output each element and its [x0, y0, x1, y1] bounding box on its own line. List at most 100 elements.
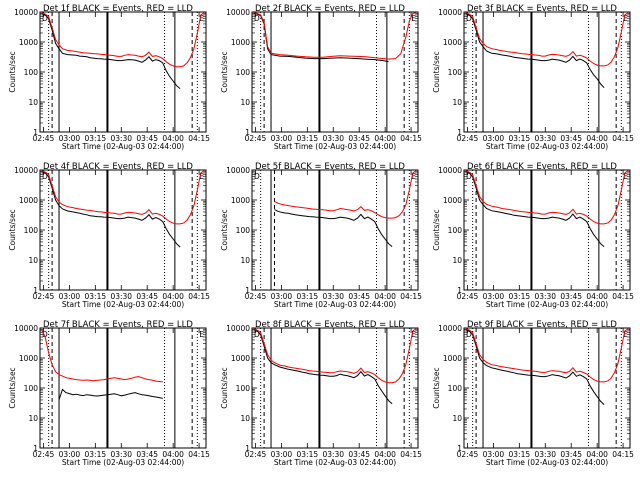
corner-label-right: E: [623, 172, 628, 181]
corner-label-right: E: [411, 172, 416, 181]
series-line-lld: [41, 12, 205, 68]
y-tick-label: 10000: [14, 324, 38, 333]
x-axis-label: Start Time (02-Aug-03 02:44:00): [274, 458, 396, 467]
x-tick-label: 04:00: [162, 292, 184, 301]
x-axis-label: Start Time (02-Aug-03 02:44:00): [62, 300, 184, 309]
plot-frame: [251, 11, 419, 133]
x-tick-label: 03:45: [136, 292, 158, 301]
x-tick-label: 03:45: [560, 450, 582, 459]
y-tick-label: 1000: [19, 196, 38, 205]
corner-label-right: E: [411, 14, 416, 23]
x-tick-label: 02:45: [245, 450, 267, 459]
x-tick-label: 03:00: [59, 134, 81, 143]
x-tick-label: 03:15: [297, 450, 319, 459]
y-tick-label: 1: [457, 286, 462, 295]
y-tick-label: 10: [240, 98, 250, 107]
corner-label-right: E: [623, 14, 628, 23]
y-axis-label: Counts/sec: [432, 209, 441, 250]
x-tick-label: 04:15: [612, 134, 634, 143]
y-axis-label: Counts/sec: [8, 51, 17, 92]
x-tick-label: 03:30: [110, 134, 132, 143]
y-tick-label: 10: [452, 98, 462, 107]
x-tick-label: 02:45: [457, 450, 479, 459]
x-tick-label: 03:15: [509, 292, 531, 301]
y-tick-label: 10000: [438, 8, 462, 17]
x-axis-label: Start Time (02-Aug-03 02:44:00): [486, 142, 608, 151]
y-tick-label: 10: [452, 256, 462, 265]
y-tick-label: 1: [457, 444, 462, 453]
chart-title: Det 2f BLACK = Events, RED = LLD: [255, 4, 405, 14]
x-tick-label: 02:45: [33, 134, 55, 143]
x-tick-label: 02:45: [457, 292, 479, 301]
x-tick-label: 03:15: [297, 292, 319, 301]
x-tick-label: 03:00: [59, 450, 81, 459]
corner-label-left: D: [254, 14, 260, 23]
chart-title: Det 6f BLACK = Events, RED = LLD: [467, 162, 617, 172]
corner-label-right: E: [411, 330, 416, 339]
corner-label-left: D: [42, 330, 48, 339]
corner-label-left: D: [254, 172, 260, 181]
x-tick-label: 02:45: [457, 134, 479, 143]
series-line-events: [41, 12, 181, 89]
y-tick-label: 100: [448, 384, 463, 393]
x-tick-label: 04:15: [400, 134, 422, 143]
x-axis-label: Start Time (02-Aug-03 02:44:00): [486, 458, 608, 467]
x-tick-label: 03:45: [348, 450, 370, 459]
y-axis-label: Counts/sec: [220, 209, 229, 250]
y-tick-label: 1: [33, 286, 38, 295]
y-tick-label: 1: [245, 128, 250, 137]
series-line-events: [465, 170, 605, 247]
chart-title: Det 1f BLACK = Events, RED = LLD: [43, 4, 193, 14]
x-tick-label: 02:45: [245, 292, 267, 301]
y-tick-label: 1000: [231, 354, 250, 363]
x-tick-label: 03:00: [483, 292, 505, 301]
y-tick-label: 100: [24, 68, 39, 77]
x-tick-label: 03:30: [322, 450, 344, 459]
x-tick-label: 03:45: [348, 134, 370, 143]
x-tick-label: 03:15: [85, 450, 107, 459]
chart-title: Det 4f BLACK = Events, RED = LLD: [43, 162, 193, 172]
plot-frame: [251, 169, 419, 291]
x-tick-label: 03:00: [59, 292, 81, 301]
plot-frame: [39, 169, 207, 291]
y-tick-label: 10000: [226, 324, 250, 333]
x-tick-label: 04:15: [400, 450, 422, 459]
x-tick-label: 03:15: [509, 134, 531, 143]
corner-label-left: D: [466, 330, 472, 339]
y-tick-label: 10000: [438, 324, 462, 333]
x-tick-label: 02:45: [33, 292, 55, 301]
y-tick-label: 100: [448, 68, 463, 77]
y-tick-label: 10: [240, 256, 250, 265]
x-tick-label: 04:15: [612, 292, 634, 301]
y-tick-label: 1000: [443, 354, 462, 363]
x-tick-label: 03:15: [509, 450, 531, 459]
x-tick-label: 04:15: [612, 450, 634, 459]
corner-label-left: D: [466, 172, 472, 181]
x-tick-label: 03:30: [110, 450, 132, 459]
series-line-lld: [274, 170, 417, 219]
x-tick-label: 03:00: [271, 134, 293, 143]
y-tick-label: 1: [33, 128, 38, 137]
series-line-events: [253, 12, 389, 63]
chart-title: Det 9f BLACK = Events, RED = LLD: [467, 320, 617, 330]
series-line-lld: [253, 328, 417, 384]
series-line-lld: [465, 12, 629, 67]
x-tick-label: 04:00: [162, 450, 184, 459]
y-tick-label: 100: [236, 384, 251, 393]
y-axis-label: Counts/sec: [220, 367, 229, 408]
x-tick-label: 04:15: [188, 134, 210, 143]
y-tick-label: 10000: [226, 166, 250, 175]
x-tick-label: 04:00: [374, 134, 396, 143]
series-line-lld: [465, 328, 629, 383]
x-tick-label: 03:30: [534, 450, 556, 459]
y-tick-label: 10: [452, 414, 462, 423]
x-tick-label: 03:30: [110, 292, 132, 301]
x-tick-label: 04:15: [188, 450, 210, 459]
x-tick-label: 04:00: [586, 134, 608, 143]
series-line-lld: [465, 170, 629, 225]
x-tick-label: 04:00: [586, 292, 608, 301]
